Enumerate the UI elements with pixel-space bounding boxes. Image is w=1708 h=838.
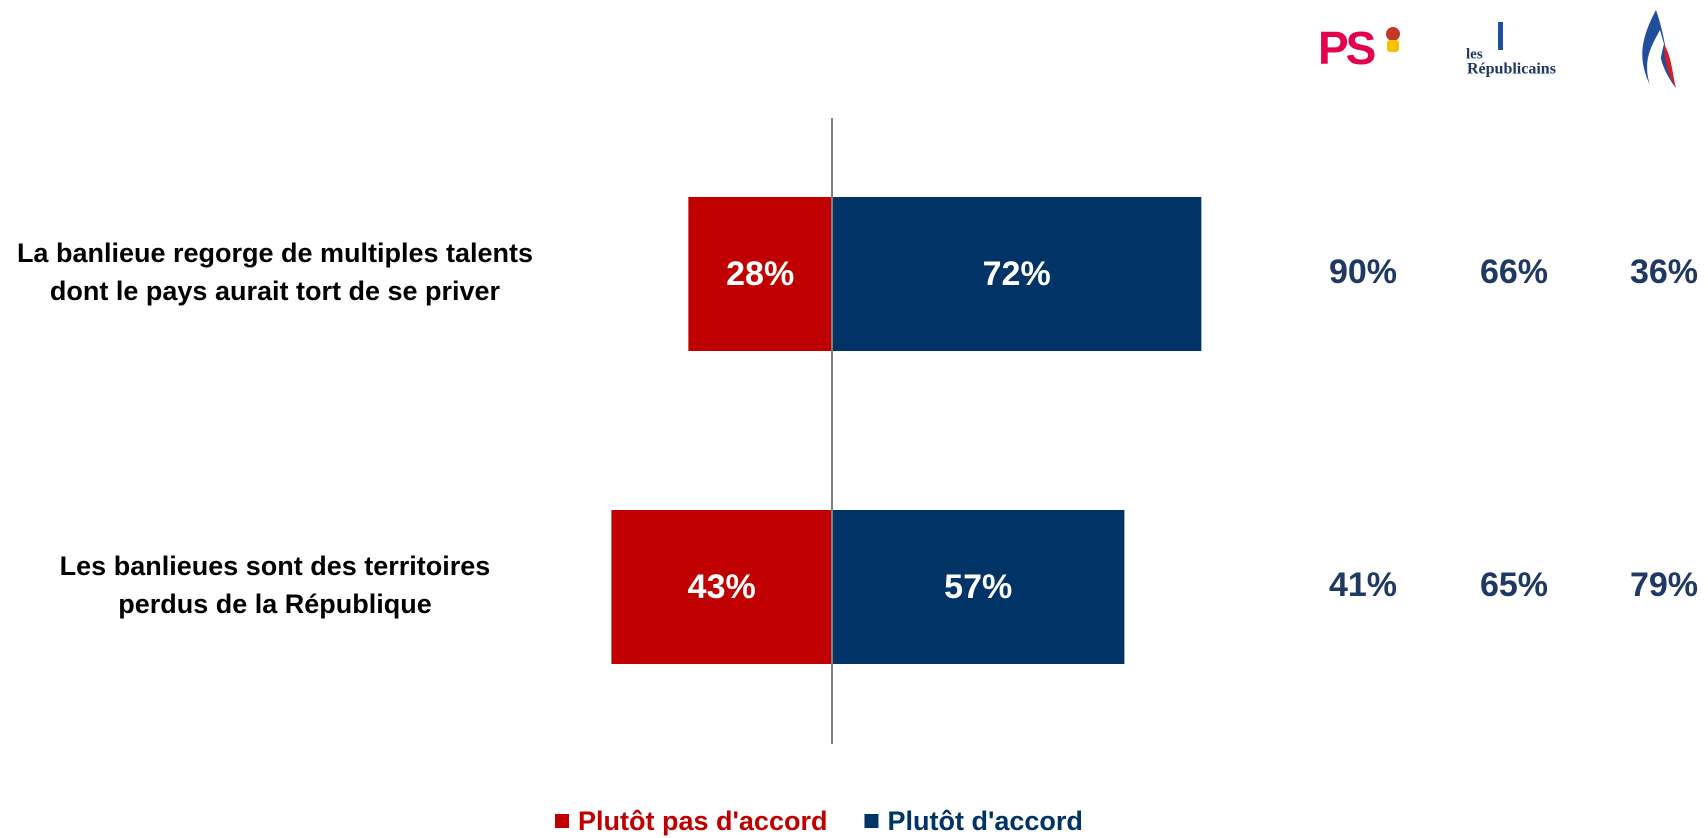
category-label: La banlieue regorge de multiples talents… [17,238,533,306]
party-label: PS [1318,22,1375,74]
party-value: 66% [1480,253,1548,291]
party-label: les [1466,46,1483,62]
value-label: 43% [688,568,756,606]
legend-swatch [555,814,569,828]
bar [611,510,832,664]
party-value: 90% [1329,253,1397,291]
category-line: La banlieue regorge de multiples talents [17,238,533,268]
ps-rose [1386,27,1400,52]
category-line: Les banlieues sont des territoires [60,551,491,581]
party-value: 65% [1480,566,1548,604]
value-label: 72% [983,255,1051,293]
legend-swatch [864,814,879,828]
party-value: 36% [1630,253,1698,291]
category-line: perdus de la République [118,589,432,619]
lr-mark [1498,22,1503,50]
category-line: dont le pays aurait tort de se priver [50,276,501,306]
party-value: 41% [1329,566,1397,604]
party-value: 79% [1630,566,1698,604]
value-label: 28% [726,255,794,293]
bar [832,510,1125,664]
bar [688,197,832,351]
legend-label: Plutôt d'accord [887,806,1082,836]
bar [832,197,1202,351]
category-label: Les banlieues sont des territoires perdus… [60,551,491,619]
legend-label: Plutôt pas d'accord [578,806,827,836]
party-label: Républicains [1467,61,1556,78]
value-label: 57% [944,568,1012,606]
fn-logo [1642,10,1676,88]
